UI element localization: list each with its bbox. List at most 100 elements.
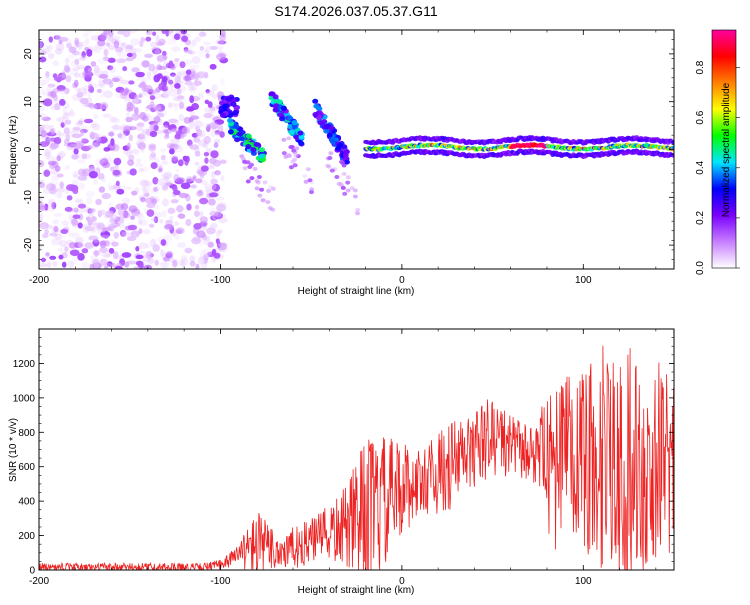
heatmap-cell [252, 166, 258, 171]
heatmap-cell [160, 154, 166, 161]
top-y-ticks: -20 -10 0 10 20 [23, 48, 674, 252]
heatmap-cell [131, 190, 138, 196]
heatmap-cell [108, 185, 115, 192]
heatmap-cell [93, 236, 100, 244]
heatmap-cell [183, 48, 190, 54]
heatmap-cell [249, 162, 254, 167]
heatmap-cell [189, 255, 196, 262]
heatmap-cell [128, 80, 135, 85]
heatmap-cell [100, 234, 110, 239]
heatmap-cell [216, 53, 226, 61]
heatmap-cell [216, 203, 227, 212]
heatmap-cell [176, 88, 182, 95]
heatmap-cell [163, 170, 173, 178]
heatmap-cell [61, 71, 66, 78]
heatmap-cell [349, 186, 355, 190]
heatmap-cell [179, 61, 186, 69]
heatmap-cell [48, 36, 53, 43]
heatmap-cell [189, 50, 196, 56]
heatmap-cell [203, 135, 212, 144]
heatmap-cell [131, 67, 140, 73]
heatmap-cell [144, 192, 150, 198]
heatmap-cell [149, 95, 156, 101]
heatmap-cell [162, 90, 172, 98]
heatmap-cell [148, 154, 157, 161]
heatmap-cell [170, 72, 176, 77]
heatmap-cell [167, 102, 173, 109]
heatmap-cell [209, 121, 219, 130]
heatmap-cell [133, 266, 141, 269]
heatmap-cell [180, 133, 185, 139]
heatmap-cell [67, 260, 75, 269]
heatmap-cell [121, 197, 131, 204]
heatmap-cell [63, 223, 69, 230]
heatmap-cell [73, 148, 79, 155]
heatmap-cell [145, 243, 150, 249]
heatmap-cell [153, 124, 159, 132]
heatmap-cell [42, 89, 52, 97]
heatmap-cell [96, 88, 102, 93]
heatmap-cell [93, 44, 99, 52]
heatmap-cell [216, 205, 224, 211]
heatmap-cell [117, 30, 125, 35]
heatmap-cell [111, 77, 120, 83]
heatmap-cell [107, 65, 114, 71]
heatmap-cell [113, 157, 122, 166]
heatmap-cell [49, 232, 58, 237]
heatmap-cell [51, 261, 58, 267]
heatmap-cell [39, 222, 49, 230]
heatmap-cell [189, 111, 196, 117]
heatmap-cell [154, 204, 160, 210]
heatmap-cell [84, 102, 95, 108]
heatmap-cell [272, 98, 279, 104]
heatmap-cell [134, 106, 139, 114]
heatmap-cell [72, 214, 81, 219]
heatmap-cell [211, 171, 216, 179]
heatmap-cell [39, 160, 45, 168]
heatmap-cell [193, 210, 200, 217]
heatmap-cell [120, 42, 125, 50]
heatmap-cell [39, 112, 47, 120]
heatmap-cell [56, 130, 62, 139]
heatmap-cell [64, 246, 69, 252]
heatmap-cell [215, 39, 225, 45]
heatmap-cell [216, 230, 221, 238]
heatmap-cell [122, 66, 128, 72]
heatmap-cell [92, 120, 98, 128]
heatmap-cell [56, 173, 64, 178]
heatmap-cell [74, 58, 80, 65]
heatmap-cell [168, 79, 174, 85]
heatmap-cell [135, 123, 144, 131]
heatmap-cell [77, 208, 87, 214]
heatmap-cell [280, 105, 287, 111]
heatmap-cell [170, 138, 181, 144]
x-tick-label: -200 [29, 576, 49, 587]
heatmap-cell [268, 91, 275, 97]
heatmap-cell [44, 229, 50, 235]
heatmap-cell [72, 231, 80, 239]
heatmap-cell [164, 129, 170, 138]
heatmap-cell [129, 168, 137, 176]
heatmap-cell [93, 179, 98, 185]
heatmap-cell [127, 159, 135, 167]
heatmap-cell [77, 42, 83, 50]
heatmap-cell [53, 103, 61, 111]
heatmap-cell [115, 180, 120, 187]
heatmap-cell [91, 216, 96, 223]
heatmap-cell [121, 231, 131, 237]
heatmap-cell [345, 180, 351, 185]
heatmap-cell [245, 144, 252, 150]
heatmap-cell [352, 194, 358, 199]
heatmap-cell [126, 236, 137, 242]
heatmap-cell [125, 150, 133, 157]
heatmap-cell [60, 228, 69, 234]
heatmap-cell [286, 115, 293, 121]
heatmap-cell [161, 76, 168, 82]
heatmap-cell [111, 262, 116, 268]
heatmap-cell [88, 210, 94, 217]
top-y-axis-label: Frequency (Hz) [8, 116, 19, 185]
heatmap-cell [219, 159, 227, 164]
heatmap-cell [135, 246, 140, 252]
heatmap-cell [75, 143, 81, 150]
heatmap-cell [213, 142, 219, 149]
